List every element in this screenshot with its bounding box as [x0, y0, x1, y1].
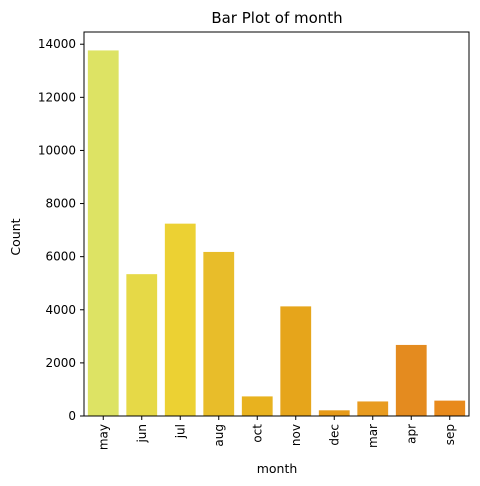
- y-axis-label: Count: [8, 218, 23, 255]
- bar-may: [87, 50, 119, 417]
- x-axis: may jun jul aug oct nov dec mar apr sep: [96, 416, 457, 450]
- y-tick-label-14000: 14000: [38, 37, 76, 51]
- y-tick-label-4000: 4000: [45, 303, 76, 317]
- bar-jun: [126, 274, 158, 416]
- y-tick-label-12000: 12000: [38, 90, 76, 104]
- x-tick-label-jul: jul: [173, 424, 187, 439]
- x-tick-label-dec: dec: [327, 424, 341, 446]
- chart-title: Bar Plot of month: [211, 9, 342, 27]
- y-tick-label-2000: 2000: [45, 356, 76, 370]
- x-tick-label-apr: apr: [404, 424, 418, 444]
- x-tick-label-nov: nov: [289, 424, 303, 446]
- x-tick-label-mar: mar: [366, 424, 380, 448]
- bar-jul: [164, 223, 196, 416]
- bar-oct: [241, 396, 273, 416]
- x-tick-label-aug: aug: [212, 424, 226, 447]
- x-tick-label-may: may: [96, 424, 110, 450]
- x-axis-label: month: [257, 461, 298, 476]
- y-axis: 0 2000 4000 6000 8000 10000 12000 14000: [38, 37, 84, 423]
- bar-sep: [434, 400, 466, 416]
- bar-nov: [280, 306, 312, 416]
- bar-dec: [318, 410, 350, 416]
- bar-apr: [395, 344, 427, 416]
- plot-frame: [83, 31, 470, 417]
- y-tick-label-8000: 8000: [45, 197, 76, 211]
- y-tick-label-10000: 10000: [38, 143, 76, 157]
- x-tick-label-sep: sep: [443, 424, 457, 445]
- bar-aug: [203, 251, 235, 416]
- bars-group: [87, 50, 466, 417]
- x-tick-label-jun: jun: [135, 424, 149, 444]
- y-tick-label-0: 0: [68, 409, 76, 423]
- x-tick-label-oct: oct: [250, 424, 264, 443]
- y-tick-label-6000: 6000: [45, 250, 76, 264]
- bar-mar: [357, 401, 389, 416]
